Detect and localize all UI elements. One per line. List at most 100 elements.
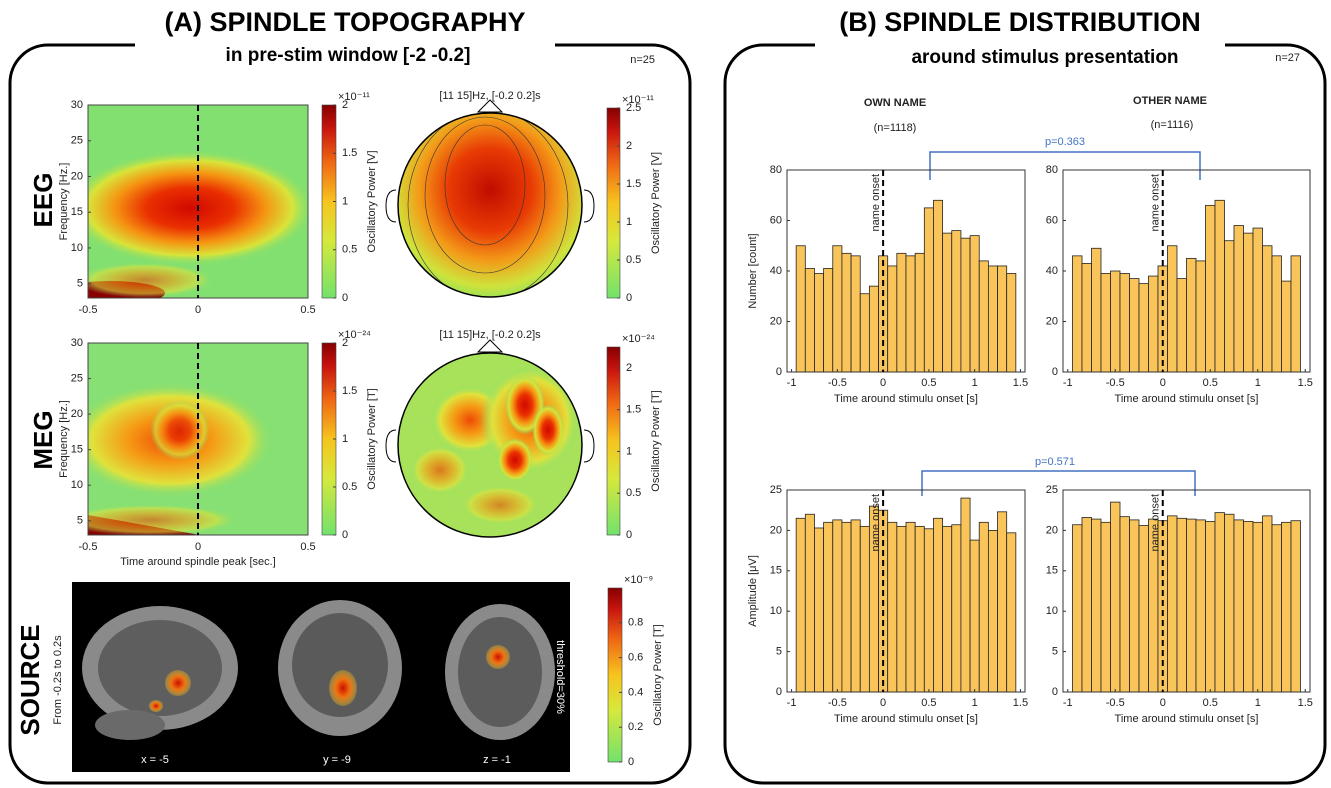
bar	[842, 522, 851, 692]
bar	[933, 518, 942, 692]
bar	[998, 512, 1007, 692]
y-tick-label: 5	[77, 515, 83, 527]
y-tick-label: 60	[1046, 214, 1058, 226]
bar	[1177, 518, 1187, 692]
bar	[1282, 522, 1292, 692]
bar	[824, 522, 833, 692]
colorbar	[607, 108, 620, 298]
x-tick-label: 0	[1160, 377, 1166, 389]
bar	[1244, 522, 1254, 692]
bar	[961, 498, 970, 692]
y-tick-label: 0	[1052, 686, 1058, 698]
bar	[1225, 241, 1235, 372]
bar	[961, 238, 970, 372]
x-tick-label: 1.5	[1013, 697, 1028, 709]
x-axis-label: Time around stimulu onset [s]	[1115, 713, 1259, 725]
row-label: MEG	[28, 410, 58, 469]
colorbar	[607, 347, 620, 535]
onset-label: name onset	[1150, 494, 1162, 551]
x-tick-label: 1	[1255, 697, 1261, 709]
colorbar-tick-label: 0.5	[342, 481, 357, 493]
colorbar-tick-label: 1	[626, 216, 632, 228]
bar	[1082, 263, 1092, 372]
bar	[915, 526, 924, 692]
bar	[1120, 517, 1130, 692]
x-tick-label: -0.5	[79, 304, 98, 316]
y-axis-label: Amplitude [μV]	[747, 555, 759, 627]
y-tick-label: 20	[770, 315, 782, 327]
slice-label: x = -5	[141, 754, 169, 766]
colorbar-tick-label: 1.5	[626, 178, 641, 190]
bar	[1263, 246, 1273, 372]
x-tick-label: 0.5	[300, 541, 315, 553]
y-tick-label: 10	[770, 605, 782, 617]
onset-label: name onset	[1150, 174, 1162, 231]
bar	[1168, 516, 1178, 692]
bar	[1120, 274, 1130, 372]
bar	[924, 529, 933, 692]
bar	[915, 253, 924, 372]
x-tick-label: 0.5	[1203, 377, 1218, 389]
topo-title: [11 15]Hz, [-0.2 0.2]s	[439, 90, 541, 102]
bar	[833, 520, 842, 692]
bar	[1130, 279, 1140, 372]
y-tick-label: 15	[1046, 565, 1058, 577]
y-tick-label: 10	[71, 242, 83, 254]
x-axis-label: Time around spindle peak [sec.]	[120, 556, 276, 568]
onset-label: name onset	[870, 174, 882, 231]
colorbar-exponent: ×10⁻⁹	[624, 574, 653, 586]
y-tick-label: 25	[71, 135, 83, 147]
y-tick-label: 5	[776, 646, 782, 658]
y-tick-label: 25	[1046, 484, 1058, 496]
y-tick-label: 10	[71, 479, 83, 491]
y-tick-label: 30	[71, 99, 83, 111]
bar	[888, 266, 897, 372]
y-tick-label: 20	[71, 408, 83, 420]
n-label: n=27	[1275, 52, 1300, 64]
colorbar-tick-label: 1	[626, 445, 632, 457]
x-tick-label: -0.5	[1106, 377, 1125, 389]
y-axis-label: Number [count]	[747, 233, 759, 308]
bar	[1234, 226, 1244, 372]
colorbar-tick-label: 0.2	[628, 721, 643, 733]
colorbar-exponent: ×10⁻¹¹	[338, 91, 370, 103]
bar	[988, 530, 997, 692]
colorbar-tick-label: 0.8	[628, 617, 643, 629]
bar	[1101, 522, 1111, 692]
colorbar-label: Oscillatory Power [T]	[366, 388, 378, 489]
slice-label: z = -1	[483, 754, 511, 766]
y-tick-label: 20	[770, 524, 782, 536]
bar	[814, 274, 823, 372]
y-tick-label: 5	[1052, 646, 1058, 658]
x-tick-label: 0	[195, 541, 201, 553]
tf-image	[60, 343, 308, 536]
bar	[842, 253, 851, 372]
y-tick-label: 15	[71, 444, 83, 456]
topo-map	[386, 100, 594, 300]
bar	[1168, 246, 1178, 372]
x-tick-label: 1	[972, 377, 978, 389]
colorbar-exponent: ×10⁻¹¹	[622, 94, 654, 106]
x-axis-label: Time around stimulu onset [s]	[834, 393, 978, 405]
colorbar-tick-label: 1.5	[626, 404, 641, 416]
colorbar-tick-label: 1.5	[342, 385, 357, 397]
y-tick-label: 10	[1046, 605, 1058, 617]
bar	[933, 200, 942, 372]
colorbar-tick-label: 0.6	[628, 652, 643, 664]
panel-subtitle: in pre-stim window [-2 -0.2]	[226, 45, 471, 66]
y-tick-label: 20	[1046, 524, 1058, 536]
x-axis-label: Time around stimulu onset [s]	[834, 713, 978, 725]
x-tick-label: 1.5	[1298, 377, 1313, 389]
x-tick-label: 1	[972, 697, 978, 709]
bar	[943, 526, 952, 692]
tf-image	[55, 105, 315, 305]
y-tick-label: 20	[1046, 315, 1058, 327]
bar	[1282, 281, 1292, 372]
bar	[1206, 205, 1216, 372]
bar	[1196, 520, 1206, 692]
x-tick-label: 0.5	[1203, 697, 1218, 709]
y-tick-label: 15	[770, 565, 782, 577]
colorbar-tick-label: 0	[628, 756, 634, 768]
bar	[1007, 274, 1016, 372]
y-tick-label: 5	[77, 278, 83, 290]
